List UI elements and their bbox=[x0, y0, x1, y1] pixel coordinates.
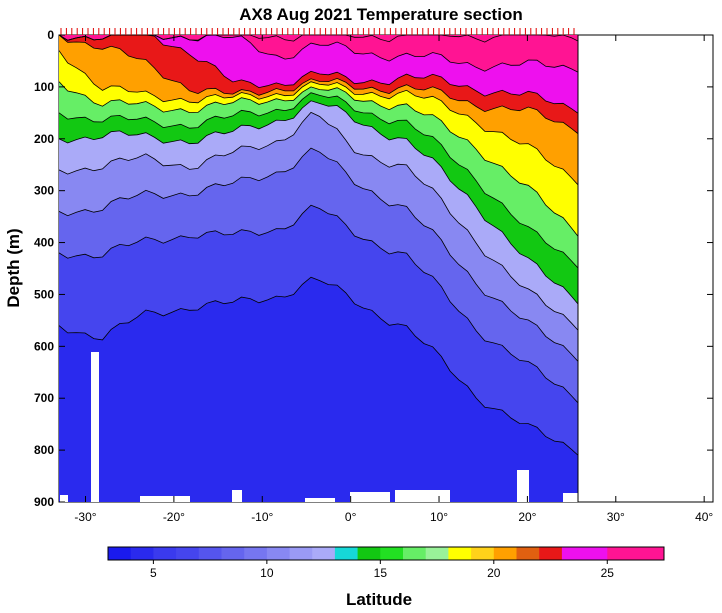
y-tick-label: 800 bbox=[34, 443, 54, 457]
colorbar-swatch bbox=[153, 547, 177, 560]
colorbar: 5 10 15 20 25 bbox=[107, 546, 665, 580]
seafloor-patch bbox=[395, 490, 450, 502]
colorbar-swatch bbox=[108, 547, 132, 560]
colorbar-tick-label: 10 bbox=[260, 566, 274, 580]
plot-area bbox=[58, 28, 714, 503]
colorbar-tick-label: 5 bbox=[150, 566, 157, 580]
colorbar-swatch bbox=[312, 547, 336, 560]
x-tick-label: 0° bbox=[345, 510, 357, 524]
y-tick-label: 900 bbox=[34, 495, 54, 509]
colorbar-swatch bbox=[334, 547, 359, 560]
isotherm-7 bbox=[59, 204, 578, 404]
isotherm-11 bbox=[59, 111, 578, 331]
seafloor-patch bbox=[305, 498, 335, 502]
colorbar-swatch bbox=[357, 547, 381, 560]
x-tick-label: -30° bbox=[74, 510, 96, 524]
isotherm-25 bbox=[59, 35, 578, 73]
isotherm-contours bbox=[59, 35, 578, 456]
colorbar-swatch bbox=[176, 547, 200, 560]
isotherm-27 bbox=[59, 35, 578, 43]
colorbar-swatch bbox=[493, 547, 517, 560]
y-tick-label: 700 bbox=[34, 391, 54, 405]
y-tick-label: 600 bbox=[34, 339, 54, 353]
isotherm-15 bbox=[59, 92, 578, 269]
y-tick-label: 400 bbox=[34, 236, 54, 250]
colorbar-tick-label: 20 bbox=[487, 566, 501, 580]
y-axis-label: Depth (m) bbox=[4, 228, 23, 307]
isotherm-19 bbox=[59, 50, 578, 186]
seafloor-patch bbox=[563, 493, 578, 502]
x-axis: -30° -20° -10° 0° 10° 20° 30° 40° bbox=[74, 35, 713, 524]
colorbar-swatch bbox=[244, 547, 268, 560]
colorbar-tick-label: 25 bbox=[601, 566, 615, 580]
colorbar-swatch bbox=[289, 547, 313, 560]
xbt-station-markers bbox=[60, 28, 575, 35]
colorbar-swatch bbox=[380, 547, 404, 560]
temperature-fill-layers bbox=[59, 35, 578, 502]
seafloor-mask bbox=[60, 352, 578, 502]
isotherm-23 bbox=[59, 35, 578, 114]
colorbar-swatch bbox=[607, 547, 665, 560]
seafloor-patch bbox=[517, 470, 529, 502]
isotherm-13 bbox=[59, 100, 578, 305]
x-tick-label: -10° bbox=[251, 510, 273, 524]
x-tick-label: 10° bbox=[430, 510, 448, 524]
colorbar-tick-label: 15 bbox=[374, 566, 388, 580]
seafloor-patch bbox=[91, 352, 99, 502]
y-tick-label: 300 bbox=[34, 184, 54, 198]
colorbar-swatch bbox=[516, 547, 540, 560]
seafloor-patch bbox=[60, 495, 68, 502]
seafloor-patch bbox=[350, 492, 390, 502]
isotherm-5 bbox=[59, 276, 578, 456]
colorbar-swatch bbox=[561, 547, 608, 560]
chart-title: AX8 Aug 2021 Temperature section bbox=[239, 5, 522, 24]
colorbar-swatch bbox=[425, 547, 449, 560]
seafloor-patch bbox=[140, 496, 190, 502]
seafloor-patch bbox=[232, 490, 242, 502]
colorbar-swatch bbox=[221, 547, 245, 560]
colorbar-swatch bbox=[130, 547, 154, 560]
colorbar-frame bbox=[107, 546, 665, 561]
y-tick-label: 0 bbox=[47, 28, 54, 42]
isotherm-21 bbox=[59, 35, 578, 135]
isotherm-9 bbox=[59, 147, 578, 362]
colorbar-swatch bbox=[471, 547, 495, 560]
isotherm-17 bbox=[59, 81, 578, 237]
y-tick-label: 100 bbox=[34, 80, 54, 94]
colorbar-swatch bbox=[448, 547, 472, 560]
y-tick-label: 500 bbox=[34, 287, 54, 301]
colorbar-label: Latitude bbox=[346, 590, 412, 609]
colorbar-swatch bbox=[539, 547, 563, 560]
x-tick-label: 20° bbox=[518, 510, 536, 524]
y-tick-label: 200 bbox=[34, 132, 54, 146]
fill-layer-below-5 bbox=[59, 277, 578, 502]
colorbar-swatch bbox=[403, 547, 427, 560]
colorbar-swatch bbox=[198, 547, 222, 560]
y-axis: 0 100 200 300 400 500 600 700 800 900 bbox=[34, 28, 713, 509]
x-tick-label: 30° bbox=[607, 510, 625, 524]
colorbar-swatch bbox=[266, 547, 291, 560]
x-tick-label: 40° bbox=[695, 510, 713, 524]
x-tick-label: -20° bbox=[163, 510, 185, 524]
